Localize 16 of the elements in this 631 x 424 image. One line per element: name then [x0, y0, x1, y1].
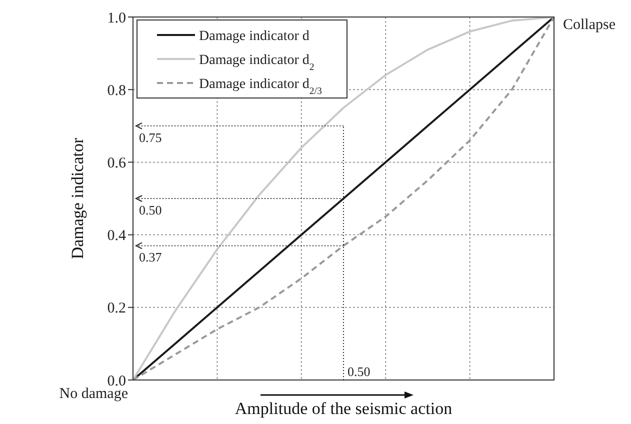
legend-label: Damage indicator d — [199, 29, 310, 44]
annotation: 0.50 — [348, 364, 370, 379]
y-axis-title: Damage indicator — [68, 138, 87, 260]
ref-line-label: 0.50 — [139, 202, 162, 218]
x-axis-title: Amplitude of the seismic action — [234, 399, 453, 418]
legend-label: Damage indicator d$_{2/3}$ — [199, 77, 322, 96]
annotation: 0.75 — [139, 130, 162, 145]
legend-label: Damage indicator d$_{2}$ — [199, 53, 314, 72]
y-tick-label: 0.4 — [107, 228, 126, 244]
y-tick-label: 0.6 — [107, 156, 126, 172]
y-tick-label: 0.8 — [107, 82, 126, 99]
y-tick-label: 0.2 — [107, 300, 126, 317]
y-tick-label: 1.0 — [107, 10, 126, 26]
ref-line-label: 0.37 — [139, 250, 162, 265]
text: Collapse — [563, 17, 616, 33]
line-series — [132, 17, 555, 380]
